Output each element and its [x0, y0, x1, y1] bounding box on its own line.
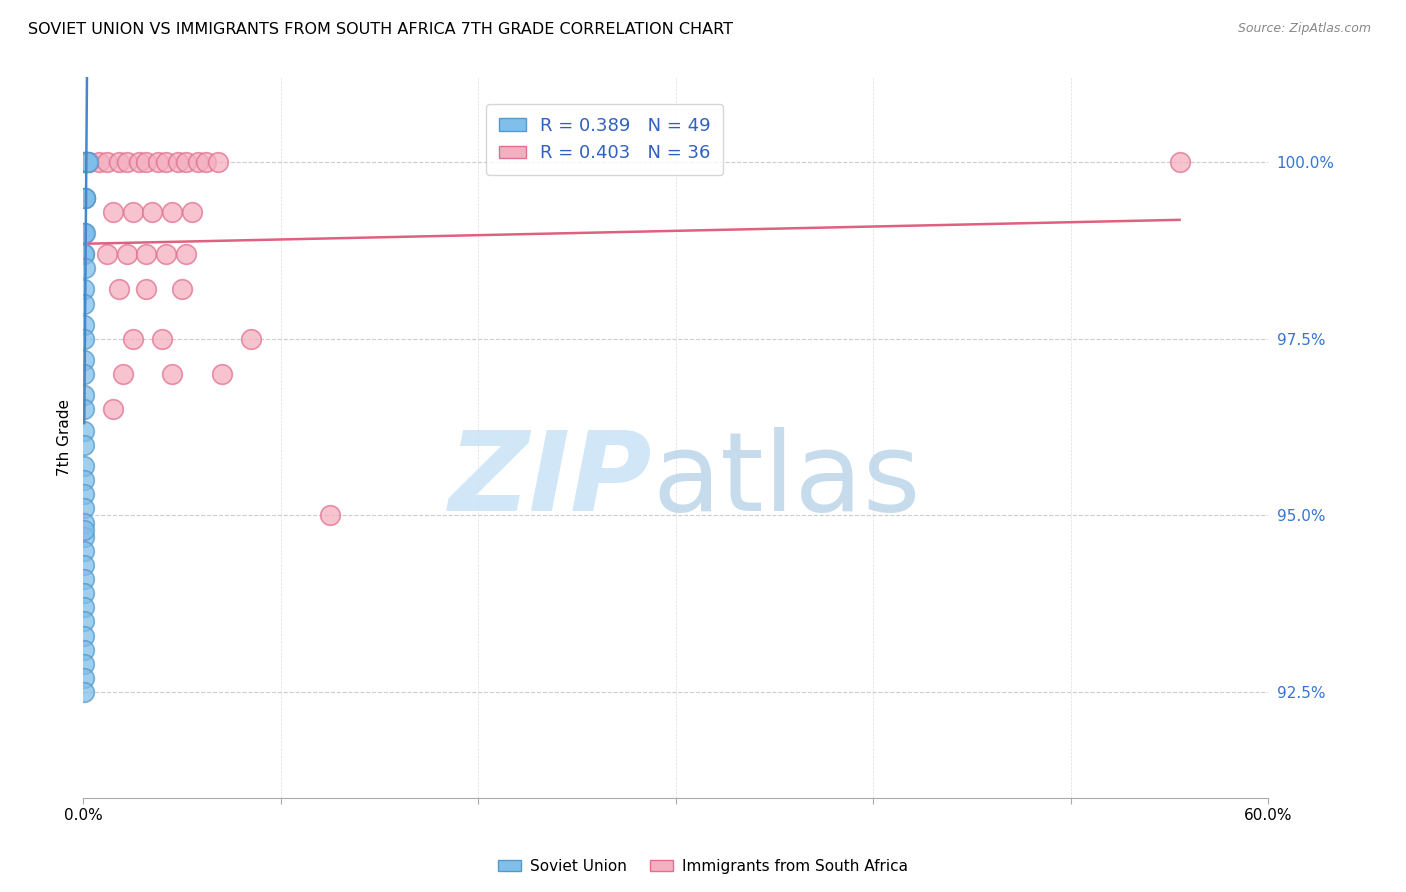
Point: [73, 558, 96, 572]
Text: Source: ZipAtlas.com: Source: ZipAtlas.com: [1237, 22, 1371, 36]
Point: [150, 332, 173, 346]
Point: [73, 282, 96, 296]
Point: [73, 586, 96, 600]
Text: SOVIET UNION VS IMMIGRANTS FROM SOUTH AFRICA 7TH GRADE CORRELATION CHART: SOVIET UNION VS IMMIGRANTS FROM SOUTH AF…: [28, 22, 733, 37]
Point: [73, 438, 96, 452]
Legend: R = 0.389   N = 49, R = 0.403   N = 36: R = 0.389 N = 49, R = 0.403 N = 36: [486, 104, 724, 175]
Point: [73, 543, 96, 558]
Point: [73, 388, 96, 402]
Point: [73, 367, 96, 381]
Point: [101, 204, 124, 219]
Point: [160, 204, 183, 219]
Point: [73, 530, 96, 544]
Point: [75, 155, 97, 169]
Point: [170, 282, 193, 296]
Point: [73, 615, 96, 629]
Point: [319, 508, 342, 523]
Point: [73, 402, 96, 417]
Point: [73, 671, 96, 685]
Point: [1168, 155, 1191, 169]
Point: [128, 155, 150, 169]
Point: [75, 155, 97, 169]
Legend: Soviet Union, Immigrants from South Africa: Soviet Union, Immigrants from South Afri…: [492, 853, 914, 880]
Point: [76, 155, 98, 169]
Point: [73, 473, 96, 487]
Point: [76, 155, 98, 169]
Point: [87, 155, 110, 169]
Point: [73, 487, 96, 501]
Point: [207, 155, 229, 169]
Point: [155, 155, 177, 169]
Point: [73, 657, 96, 671]
Point: [73, 190, 96, 204]
Point: [155, 247, 177, 261]
Point: [73, 332, 96, 346]
Text: atlas: atlas: [652, 427, 921, 534]
Point: [73, 572, 96, 586]
Point: [75, 155, 97, 169]
Y-axis label: 7th Grade: 7th Grade: [58, 400, 72, 476]
Point: [75, 155, 97, 169]
Point: [121, 204, 143, 219]
Point: [73, 629, 96, 643]
Point: [73, 247, 96, 261]
Point: [174, 247, 197, 261]
Point: [108, 155, 131, 169]
Point: [187, 155, 209, 169]
Point: [73, 516, 96, 530]
Point: [240, 332, 263, 346]
Point: [73, 523, 96, 537]
Point: [160, 367, 183, 381]
Point: [101, 402, 124, 417]
Point: [111, 367, 134, 381]
Point: [96, 247, 118, 261]
Text: ZIP: ZIP: [449, 427, 652, 534]
Point: [73, 190, 96, 204]
Point: [194, 155, 217, 169]
Point: [73, 424, 96, 438]
Point: [73, 247, 96, 261]
Point: [73, 155, 96, 169]
Point: [73, 226, 96, 240]
Point: [73, 642, 96, 657]
Point: [73, 318, 96, 332]
Point: [167, 155, 190, 169]
Point: [75, 155, 97, 169]
Point: [135, 282, 157, 296]
Point: [115, 155, 138, 169]
Point: [73, 501, 96, 516]
Point: [181, 204, 204, 219]
Point: [73, 261, 96, 276]
Point: [73, 226, 96, 240]
Point: [148, 155, 170, 169]
Point: [73, 353, 96, 368]
Point: [75, 190, 97, 204]
Point: [135, 247, 157, 261]
Point: [73, 155, 96, 169]
Point: [77, 155, 100, 169]
Point: [96, 155, 118, 169]
Point: [73, 458, 96, 473]
Point: [141, 204, 163, 219]
Point: [121, 332, 143, 346]
Point: [73, 155, 96, 169]
Point: [135, 155, 157, 169]
Point: [211, 367, 233, 381]
Point: [73, 226, 96, 240]
Point: [73, 190, 96, 204]
Point: [108, 282, 131, 296]
Point: [73, 296, 96, 310]
Point: [73, 685, 96, 699]
Point: [174, 155, 197, 169]
Point: [115, 247, 138, 261]
Point: [73, 600, 96, 615]
Point: [76, 155, 98, 169]
